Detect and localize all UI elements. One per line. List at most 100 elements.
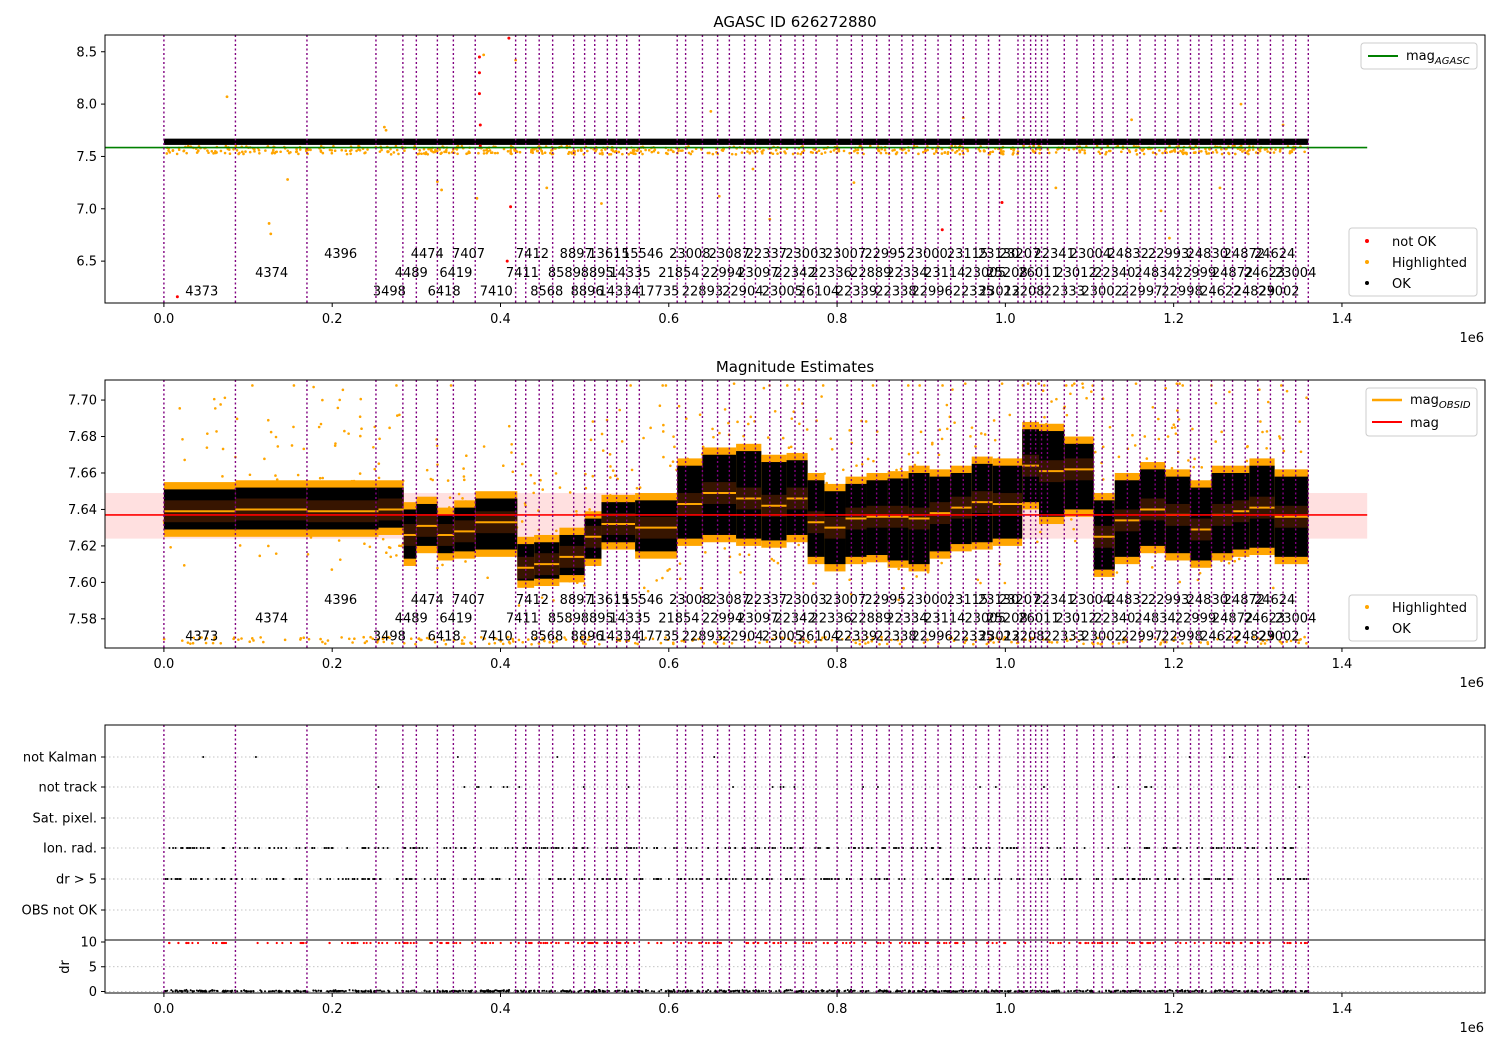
flag-point bbox=[298, 878, 301, 880]
dr-ok-point bbox=[450, 989, 453, 992]
dr-not-ok-point bbox=[302, 941, 305, 945]
highlighted-point bbox=[292, 384, 296, 387]
dr-ok-point bbox=[489, 990, 492, 993]
obsid-label: 22893 bbox=[682, 285, 723, 300]
highlighted-point bbox=[330, 568, 334, 571]
obsid-label: 24834 bbox=[1134, 266, 1175, 281]
highlighted-point bbox=[698, 413, 702, 417]
highlighted-point bbox=[722, 642, 726, 645]
obsid-label: 22889 bbox=[850, 611, 891, 626]
dr-not-ok-point bbox=[864, 941, 867, 945]
flag-point bbox=[423, 878, 426, 880]
highlighted-point bbox=[1258, 149, 1262, 153]
highlighted-point bbox=[584, 642, 587, 646]
obsid-label: 8897 bbox=[560, 593, 593, 608]
not-ok-point bbox=[477, 55, 481, 59]
highlighted-point bbox=[448, 496, 452, 499]
dr-ok-point bbox=[499, 989, 502, 992]
flag-point bbox=[938, 847, 941, 849]
flag-point bbox=[920, 847, 923, 849]
obsid-label: 23012 bbox=[979, 630, 1020, 645]
highlighted-point bbox=[358, 415, 362, 419]
flag-point bbox=[351, 878, 354, 880]
highlighted-point bbox=[931, 441, 934, 445]
flag-point bbox=[1233, 847, 1236, 849]
obsid-label: 22999 bbox=[1175, 611, 1216, 626]
obsid-label: 22996 bbox=[911, 285, 952, 300]
highlighted-point bbox=[365, 639, 369, 643]
highlighted-point bbox=[467, 150, 471, 154]
flag-point bbox=[268, 847, 271, 849]
dr-ok-point bbox=[536, 989, 539, 992]
dr-not-ok-point bbox=[185, 941, 188, 945]
highlighted-point bbox=[691, 150, 694, 153]
flag-point bbox=[1150, 786, 1153, 788]
highlighted-point bbox=[723, 547, 727, 550]
highlighted-point bbox=[594, 149, 597, 153]
highlighted-point bbox=[979, 581, 982, 585]
dr-not-ok-point bbox=[1249, 941, 1252, 945]
dr-ok-point bbox=[709, 990, 712, 993]
highlighted-point bbox=[797, 388, 801, 391]
dr-ok-point bbox=[467, 989, 470, 992]
highlighted-point bbox=[821, 384, 825, 387]
highlighted-point bbox=[1036, 540, 1039, 544]
obsid-label: 21854 bbox=[658, 266, 699, 281]
dr-not-ok-point bbox=[810, 941, 813, 945]
highlighted-point bbox=[235, 149, 239, 152]
highlighted-point bbox=[989, 150, 992, 154]
dr-not-ok-point bbox=[718, 941, 721, 945]
obsid-label: 23097 bbox=[737, 611, 778, 626]
flag-point bbox=[546, 847, 549, 849]
legend-label-not-ok: not OK bbox=[1392, 235, 1437, 250]
legend-marker-highlighted bbox=[1365, 605, 1369, 609]
flag-point bbox=[325, 847, 328, 849]
highlighted-point bbox=[896, 638, 900, 642]
highlighted-point bbox=[298, 148, 302, 151]
not-ok-point bbox=[509, 205, 513, 209]
flag-row-label: not Kalman bbox=[23, 751, 97, 766]
dr-ok-point bbox=[681, 990, 684, 993]
flag-point bbox=[440, 878, 443, 880]
dr-ok-point bbox=[521, 990, 524, 993]
highlighted-point bbox=[974, 445, 977, 448]
highlighted-point bbox=[253, 150, 256, 153]
highlighted-point bbox=[238, 151, 241, 155]
highlighted-point bbox=[709, 110, 713, 113]
segment-ok-points bbox=[559, 534, 585, 576]
highlighted-point bbox=[1130, 118, 1133, 122]
highlighted-point bbox=[617, 150, 621, 154]
magnitude-x-tick-label: 0.0 bbox=[154, 657, 175, 672]
flag-point bbox=[243, 847, 246, 849]
highlighted-point bbox=[680, 639, 684, 643]
highlighted-point bbox=[482, 152, 486, 155]
magnitude-title: Magnitude Estimates bbox=[716, 358, 874, 376]
highlighted-point bbox=[212, 397, 216, 401]
flag-point bbox=[257, 847, 260, 849]
flag-point bbox=[246, 847, 249, 849]
flag-point bbox=[1056, 847, 1059, 849]
flag-point bbox=[329, 878, 332, 880]
magnitude-legend-bottom: Highlighted OK bbox=[1348, 594, 1478, 642]
highlighted-point bbox=[897, 598, 900, 602]
flag-point bbox=[1083, 847, 1086, 849]
highlighted-point bbox=[506, 149, 510, 153]
dr-ok-point bbox=[1132, 990, 1135, 993]
dr-ok-point bbox=[1213, 990, 1216, 993]
obsid-label: 23012 bbox=[979, 285, 1020, 300]
flag-point bbox=[189, 847, 192, 849]
flag-point bbox=[799, 847, 802, 849]
flag-point bbox=[1203, 878, 1206, 880]
highlighted-point bbox=[1038, 151, 1041, 155]
highlighted-point bbox=[495, 637, 498, 641]
obsid-label: 22342 bbox=[774, 611, 815, 626]
flag-point bbox=[635, 878, 638, 880]
legend-box bbox=[1348, 594, 1478, 642]
flag-point bbox=[449, 847, 452, 849]
highlighted-point bbox=[501, 642, 505, 646]
flag-point bbox=[202, 756, 205, 758]
highlighted-point bbox=[283, 638, 287, 642]
dr-not-ok-point bbox=[908, 941, 911, 945]
dr-not-ok-point bbox=[1084, 941, 1087, 945]
dr-ok-point bbox=[1124, 990, 1127, 993]
